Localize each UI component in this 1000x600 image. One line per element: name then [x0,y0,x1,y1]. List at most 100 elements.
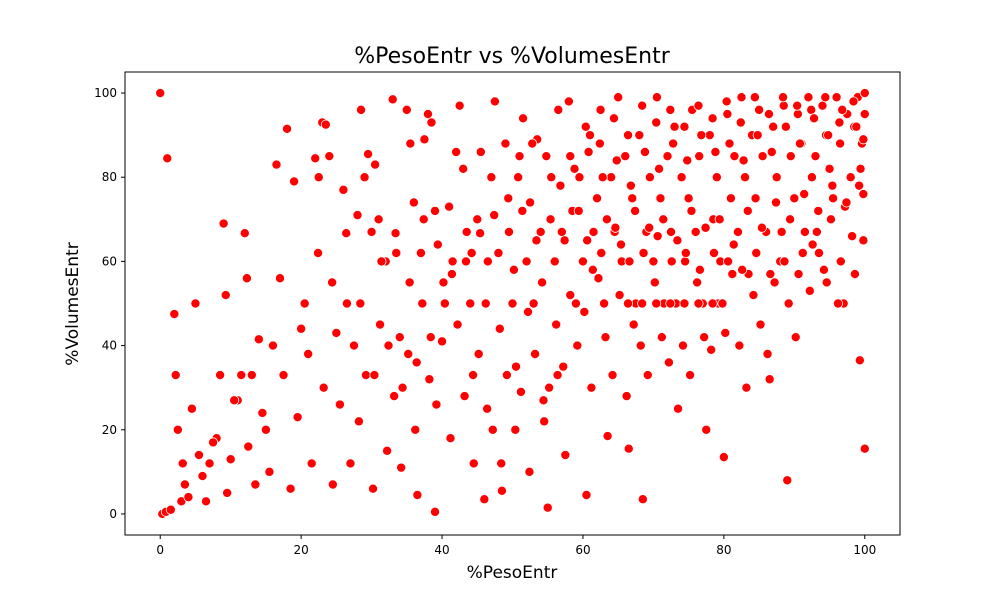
data-point [625,180,636,191]
data-point [515,386,526,397]
data-point [847,231,858,242]
data-point [257,407,268,418]
data-point [517,205,528,216]
data-point [560,450,571,461]
data-point [356,104,367,115]
data-point [734,340,745,351]
data-point [728,239,739,250]
data-point [717,298,728,309]
data-point [510,424,521,435]
data-point [569,163,580,174]
data-point [552,370,563,381]
data-point [859,109,870,120]
y-tick-label: 40 [102,339,117,353]
data-point [292,412,303,423]
data-point [768,121,779,132]
data-point [679,121,690,132]
data-point [348,340,359,351]
data-point [565,151,576,162]
data-point [831,92,842,103]
data-point [454,100,465,111]
data-point [563,96,574,107]
data-point [624,256,635,267]
data-point [693,298,704,309]
data-point [201,496,212,507]
data-point [437,336,448,347]
data-point [460,256,471,267]
x-axis: 0 20 40 60 80 100 [156,535,876,557]
data-point [246,370,257,381]
data-point [250,479,261,490]
data-point [389,391,400,402]
data-point [243,441,254,452]
data-point [769,277,780,288]
data-point [621,391,632,402]
data-point [742,205,753,216]
x-tick-label: 80 [716,543,731,557]
data-point [459,391,470,402]
y-axis: 0 20 40 60 80 100 [94,86,125,521]
data-point [528,298,539,309]
data-point [537,277,548,288]
data-point [851,121,862,132]
data-point [549,256,560,267]
data-point [834,117,845,128]
data-point [690,226,701,237]
data-point [628,319,639,330]
data-point [438,277,449,288]
data-point [551,319,562,330]
data-point [542,502,553,513]
data-point [468,458,479,469]
data-point [639,146,650,157]
data-point [741,382,752,393]
data-point [672,235,683,246]
data-point [754,104,765,115]
data-point [582,235,593,246]
data-point [475,228,486,239]
data-point [577,256,588,267]
data-point [665,104,676,115]
x-tick-label: 0 [156,543,164,557]
data-point [327,479,338,490]
data-point [694,151,705,162]
data-point [813,205,824,216]
data-point [466,247,477,258]
data-point [370,159,381,170]
data-point [673,403,684,414]
data-point [725,193,736,204]
data-point [375,319,386,330]
data-point [642,370,653,381]
data-point [541,151,552,162]
data-point [806,172,817,183]
chart-title: %PesoEntr vs %VolumesEntr [354,44,670,69]
data-point [707,298,718,309]
data-point [396,462,407,473]
data-point [811,226,822,237]
data-point [778,92,789,103]
data-point [858,235,869,246]
data-point [353,416,364,427]
data-point [651,117,662,128]
data-point [404,277,415,288]
data-point [818,264,829,275]
data-point [320,119,331,130]
data-point [559,235,570,246]
y-tick-label: 80 [102,170,117,184]
data-point [835,256,846,267]
data-point [678,340,689,351]
data-point [222,487,233,498]
data-point [197,471,208,482]
data-point [415,247,426,258]
data-point [236,370,247,381]
data-point [487,424,498,435]
data-point [813,247,824,258]
data-point [390,228,401,239]
data-point [573,205,584,216]
data-point [367,483,378,494]
data-point [823,130,834,141]
data-point [858,134,869,145]
data-point [324,151,335,162]
data-point [607,370,618,381]
data-point [859,443,870,454]
data-point [736,92,747,103]
